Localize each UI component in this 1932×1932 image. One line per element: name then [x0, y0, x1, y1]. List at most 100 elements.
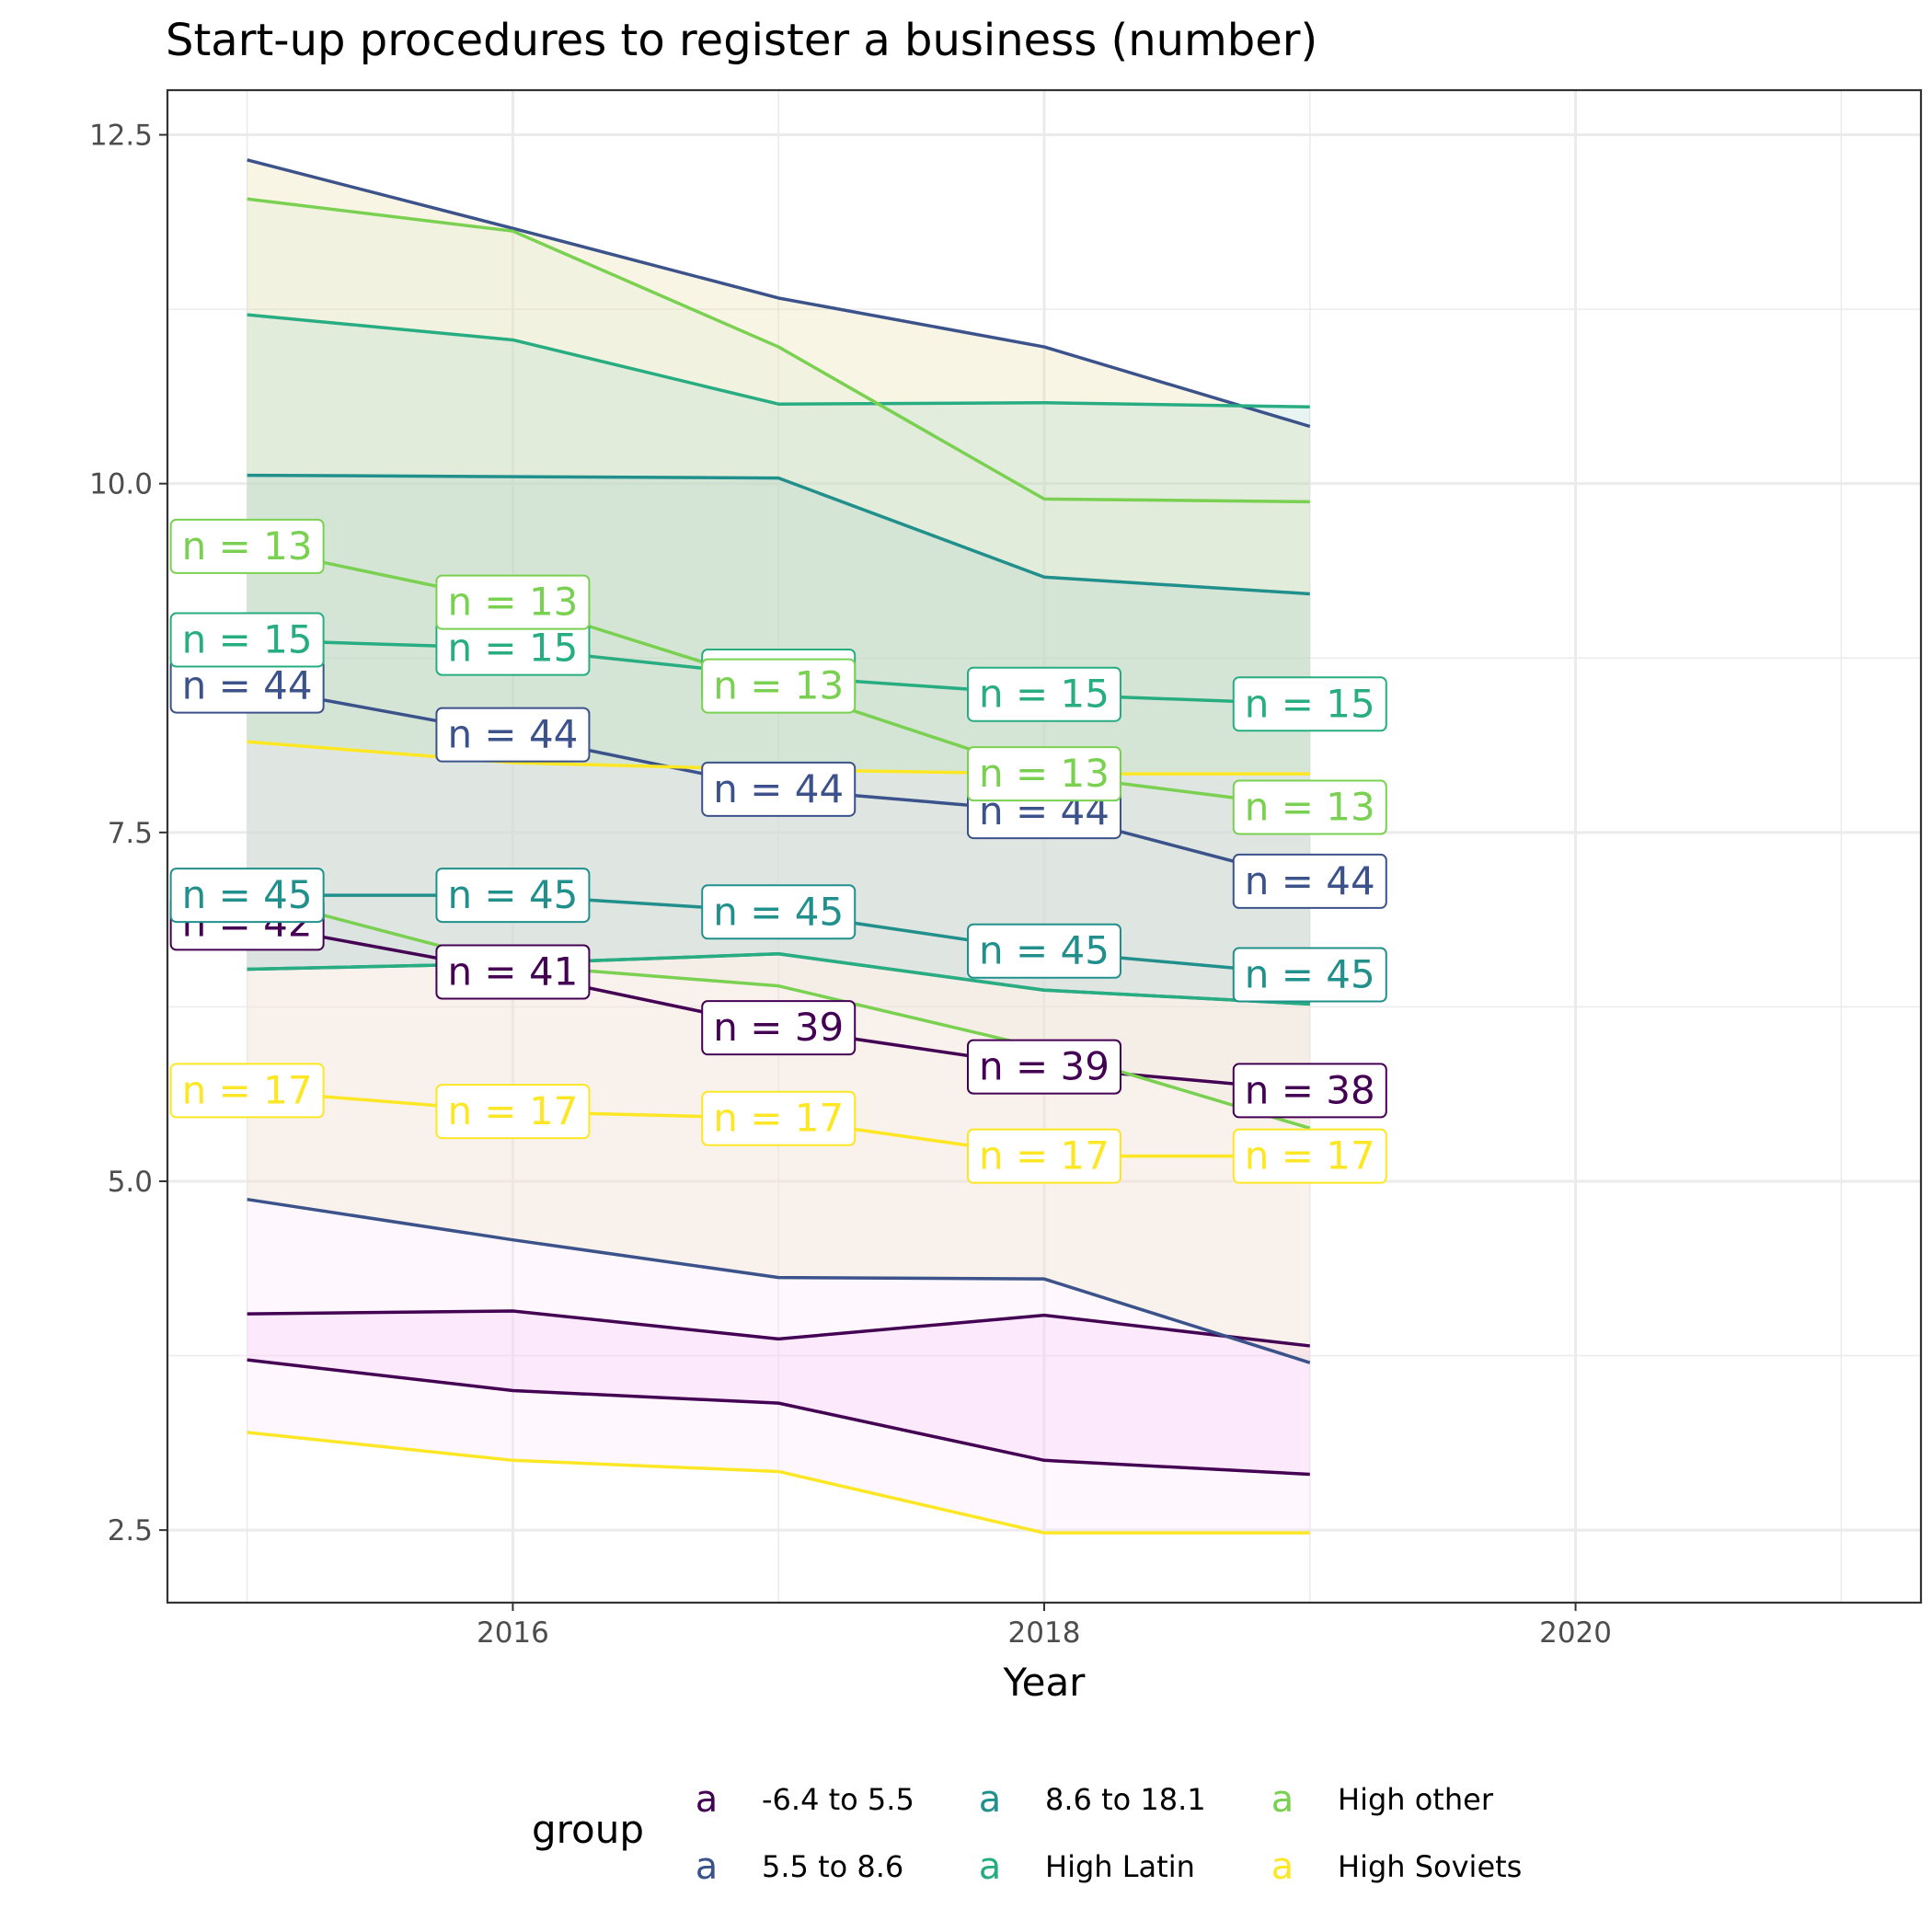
n-label-text: n = 45 [182, 872, 313, 917]
legend-item: a 5.5 to 8.6 [696, 1846, 904, 1888]
n-label-box [967, 666, 1121, 722]
n-label-box [1232, 853, 1387, 909]
n-label-text: n = 13 [979, 751, 1110, 796]
n-label: n = 44 [169, 658, 325, 714]
n-label-box [169, 1063, 325, 1119]
x-tick-label: 2018 [1008, 1616, 1081, 1650]
legend-key: a [979, 1846, 1002, 1888]
legend-label: High Latin [1045, 1849, 1195, 1884]
n-label: n = 17 [967, 1128, 1121, 1184]
n-label: n = 39 [967, 1039, 1121, 1095]
legend-title: group [532, 1807, 644, 1852]
n-label-text: n = 17 [1245, 1133, 1375, 1179]
chart-title: Start-up procedures to register a busine… [166, 15, 1317, 66]
ribbon--6-4-to-5-5 [247, 1311, 1310, 1475]
n-label-box [1232, 947, 1387, 1003]
x-axis-title: Year [1003, 1660, 1087, 1705]
n-label: n = 13 [169, 518, 325, 574]
legend-item: a 8.6 to 18.1 [979, 1778, 1206, 1821]
n-label: n = 45 [435, 868, 591, 924]
n-label-text: n = 15 [979, 672, 1110, 717]
n-label-text: n = 15 [447, 626, 578, 671]
n-label-box [1232, 1128, 1387, 1184]
n-label: n = 44 [435, 707, 591, 763]
n-label: n = 13 [435, 574, 591, 630]
n-label-box [701, 1090, 857, 1146]
n-label-text: n = 17 [447, 1088, 578, 1133]
n-label-box [435, 1084, 591, 1140]
n-label-box [967, 1039, 1121, 1095]
n-label: n = 44 [701, 761, 857, 817]
line-upper-8-6-to-18-1 [247, 473, 1310, 596]
n-label-box [435, 944, 591, 1000]
n-label-text: n = 17 [182, 1067, 313, 1112]
n-label-box [169, 518, 325, 574]
n-label: n = 13 [967, 746, 1121, 802]
n-label-box [967, 923, 1121, 979]
y-tick-label: 5.0 [108, 1166, 153, 1199]
x-tick-label: 2020 [1539, 1616, 1612, 1650]
legend-label: High other [1338, 1782, 1494, 1817]
line-upper-5-5-to-8-6 [247, 158, 1311, 429]
n-label: n = 45 [967, 923, 1121, 979]
n-label-text: n = 17 [713, 1096, 844, 1141]
legend-item: a High Latin [979, 1846, 1195, 1888]
n-label-text: n = 45 [1245, 952, 1375, 997]
y-tick-label: 2.5 [108, 1514, 153, 1547]
n-label: n = 45 [169, 868, 325, 924]
n-label: n = 17 [1232, 1128, 1387, 1184]
n-label-text: n = 17 [979, 1133, 1110, 1179]
n-label-box [701, 1000, 857, 1056]
n-label: n = 17 [701, 1090, 857, 1146]
n-label-text: n = 13 [447, 580, 578, 625]
n-label-text: n = 44 [1245, 858, 1375, 903]
n-label-box [967, 746, 1121, 802]
n-label-text: n = 39 [979, 1044, 1110, 1089]
n-label-text: n = 13 [1245, 785, 1375, 830]
series-lines [247, 158, 1311, 1535]
n-label-text: n = 45 [447, 872, 578, 917]
n-label-text: n = 41 [447, 949, 578, 994]
n-label-box [701, 658, 857, 714]
n-label-text: n = 44 [182, 663, 313, 708]
n-label-box [169, 868, 325, 924]
y-tick-label: 12.5 [89, 120, 153, 153]
line-lower-high-soviets [247, 1431, 1310, 1535]
legend-label: High Soviets [1338, 1849, 1522, 1884]
n-label-box [1232, 779, 1387, 835]
n-label-box [701, 761, 857, 817]
n-label: n = 15 [435, 620, 591, 676]
n-label: n = 15 [169, 612, 325, 668]
n-label: n = 13 [701, 658, 857, 714]
n-label-box [1232, 676, 1387, 732]
n-label: n = 44 [1232, 853, 1387, 909]
x-tick-label: 2016 [477, 1616, 549, 1650]
legend: group a -6.4 to 5.5 a 5.5 to 8.6 a 8.6 to 18.1… [532, 1778, 1522, 1888]
line-upper--6-4-to-5-5 [247, 1309, 1310, 1348]
legend-label: 5.5 to 8.6 [762, 1849, 903, 1884]
legend-key: a [696, 1846, 719, 1888]
n-label-box [967, 1128, 1121, 1184]
line-upper-high-latin [247, 313, 1310, 409]
n-label: n = 13 [1232, 779, 1387, 835]
n-label-box [701, 884, 857, 940]
n-label-box [435, 868, 591, 924]
legend-item: a -6.4 to 5.5 [696, 1778, 914, 1821]
n-label: n = 39 [701, 1000, 857, 1056]
n-label-box [1232, 1063, 1387, 1119]
n-label-box [435, 574, 591, 630]
n-label-text: n = 15 [1245, 681, 1375, 726]
axes: 2.5 5.0 7.5 10.0 12.5 2016 2018 2020 [89, 88, 1923, 1650]
legend-key: a [979, 1778, 1002, 1821]
n-label-box [169, 612, 325, 668]
n-label-text: n = 15 [182, 617, 313, 662]
legend-label: 8.6 to 18.1 [1045, 1782, 1206, 1817]
legend-key: a [696, 1778, 719, 1821]
line-lower-5-5-to-8-6 [247, 1197, 1311, 1364]
n-label-text: n = 38 [1245, 1067, 1375, 1112]
legend-item: a High other [1271, 1778, 1494, 1821]
n-label: n = 45 [1232, 947, 1387, 1003]
y-tick-label: 10.0 [89, 468, 153, 501]
n-label: n = 45 [701, 884, 857, 940]
legend-item: a High Soviets [1271, 1846, 1523, 1888]
